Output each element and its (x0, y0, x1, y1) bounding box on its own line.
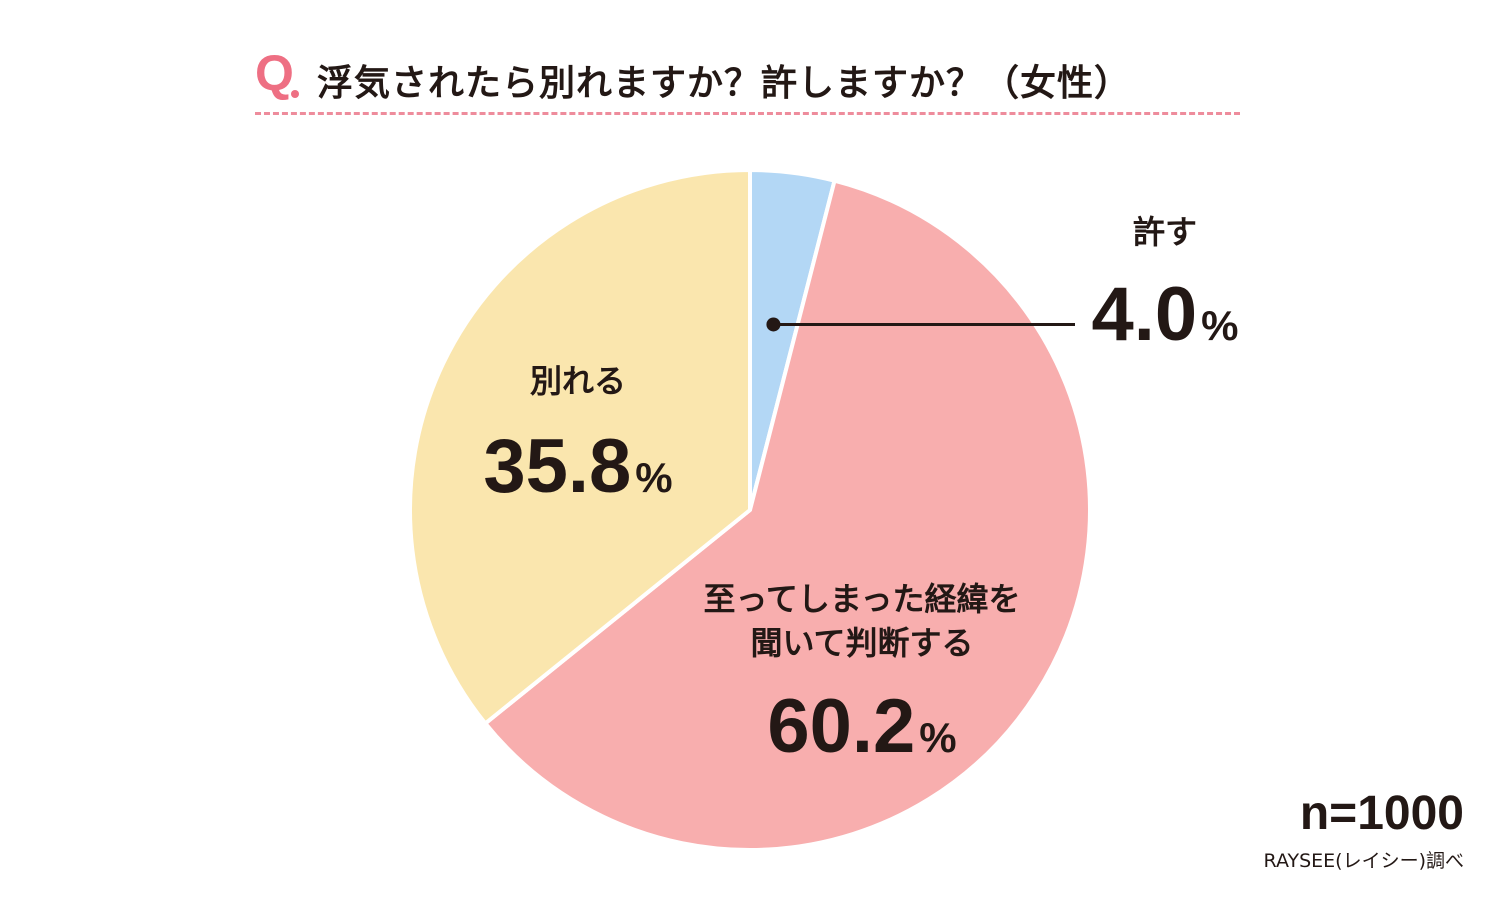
slice-value-2: 35.8% (483, 424, 672, 509)
pie-slice-1 (483, 178, 1092, 852)
chart-title: 浮気されたら別れますか？許しますか？（女性） (317, 63, 1132, 104)
slice-value-1: 60.2% (767, 684, 956, 769)
question-mark-icon: Q (255, 45, 294, 101)
question-dot (291, 90, 299, 98)
slice-label-0: 許す (1133, 213, 1197, 251)
sample-size: n=1000 (1299, 787, 1464, 840)
title-underline (255, 112, 1240, 115)
slice-value-0: 4.0% (1091, 272, 1238, 357)
slice-labels: 許す 4.0% 至ってしまった経緯を聞いて判断する 60.2% 別れる 35.8% (483, 213, 1238, 769)
chart-header: Q 浮気されたら別れますか？許しますか？（女性） (255, 44, 1240, 119)
slice-label-1: 至ってしまった経緯を聞いて判断する (703, 580, 1020, 662)
leader-dot (766, 317, 781, 332)
pie-slice-2 (408, 168, 752, 726)
source-note: RAYSEE(レイシー)調べ (1263, 850, 1464, 872)
slice-label-2: 別れる (530, 362, 626, 400)
pie-slices (408, 168, 1092, 852)
leader-line-group (766, 317, 1075, 332)
